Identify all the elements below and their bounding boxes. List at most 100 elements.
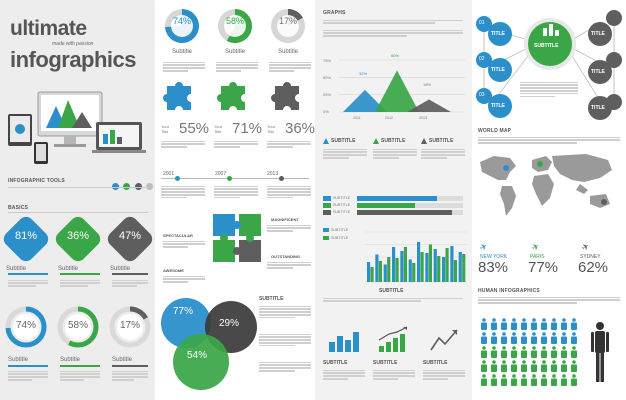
person-icon: [541, 318, 547, 330]
column-bar: [395, 258, 399, 282]
column-bar: [420, 252, 424, 282]
person-icon: [501, 318, 507, 330]
person-icon: [531, 332, 537, 344]
x-tick-label: 2012: [385, 116, 393, 120]
tools-title: INFOGRAPHIC TOOLS: [8, 178, 65, 184]
pie-value: 17%: [278, 16, 297, 26]
person-icon: [511, 332, 517, 344]
legend-label: SUBTITLE: [331, 236, 349, 240]
ring-row: [5, 306, 151, 348]
graphs-title: GRAPHS: [323, 10, 346, 16]
header-infographics: infographics: [10, 47, 137, 72]
pie-label: Subtitle: [278, 49, 299, 55]
y-tick-label: 25%: [323, 92, 332, 97]
timeline-dot: [175, 176, 180, 181]
column-bar: [437, 256, 441, 282]
person-icon: [521, 346, 527, 358]
person-icon: [541, 360, 547, 372]
pie-label: Subtitle: [172, 49, 193, 55]
pie-hole: [277, 15, 299, 37]
person-icon: [481, 374, 487, 386]
y-tick-label: 50%: [323, 75, 332, 80]
diamond-value: 47%: [118, 230, 142, 242]
ring-label: Subtitle: [112, 357, 133, 363]
diamond-value: 81%: [14, 230, 38, 242]
ring-center: [117, 314, 143, 340]
stat-value: 36%: [285, 120, 316, 137]
hbar-label: SUBTITLE: [333, 203, 351, 207]
person-icon: [571, 318, 577, 330]
human-title: HUMAN INFOGRAPHICS: [478, 288, 540, 294]
venn-circle-green: [173, 334, 229, 390]
header-tagline: made with passion: [52, 41, 94, 47]
person-icon: [541, 346, 547, 358]
area-peak: [343, 89, 387, 112]
pie-hole: [224, 15, 246, 37]
person-icon: [501, 360, 507, 372]
person-icon: [541, 374, 547, 386]
hbar-fill: [357, 203, 416, 208]
city-value: 62%: [578, 259, 609, 276]
color-dots: [112, 177, 154, 195]
ring-label: Subtitle: [8, 357, 29, 363]
person-icon: [561, 360, 567, 372]
icon-chart-title: SUBTITLE: [373, 360, 398, 366]
timeline-dot: [279, 176, 284, 181]
person-icon: [531, 318, 537, 330]
ring-value: 17%: [119, 320, 140, 331]
column-chart: [365, 231, 467, 283]
puzzle-piece-blue: [163, 82, 191, 110]
step-title: TITLE: [491, 67, 505, 73]
person-icon: [571, 346, 577, 358]
person-icon: [491, 318, 497, 330]
plane-icon: ✈: [579, 240, 592, 254]
diamond-value: 36%: [66, 230, 90, 242]
city-name: PARIS: [530, 254, 545, 260]
ring-progress: [109, 306, 151, 348]
hbar-label: SUBTITLE: [333, 210, 351, 214]
person-icon: [571, 332, 577, 344]
step-title: TITLE: [491, 31, 505, 37]
venn-value: 29%: [219, 318, 240, 329]
step-number: 02: [479, 56, 485, 62]
stat-label: Your Title: [161, 124, 170, 134]
person-icon: [491, 374, 497, 386]
year-label: 2007: [215, 171, 227, 177]
column-bar: [425, 253, 429, 282]
person-icon: [491, 346, 497, 358]
puzzle-label-spectacular: SPECTACULAR: [163, 233, 193, 238]
diamond-row: 81% Subtitle 36% Subtitle 47% Subtitle: [0, 213, 156, 292]
person-icon: [481, 360, 487, 372]
people-grid: [481, 318, 609, 386]
person-icon: [511, 346, 517, 358]
y-tick-label: 0%: [323, 109, 329, 114]
stat-label: Your Title: [214, 124, 223, 134]
person-icon: [551, 318, 557, 330]
x-tick-label: 2013: [419, 116, 427, 120]
steps-diagram: [476, 10, 622, 120]
plane-icon: ✈: [529, 240, 542, 254]
person-icon: [561, 318, 567, 330]
area-peak: [407, 99, 451, 112]
icon-chart-title: SUBTITLE: [323, 360, 348, 366]
pie-hole: [171, 15, 193, 37]
diamond-label: Subtitle: [6, 266, 27, 272]
triangle-chart: [339, 59, 465, 113]
right-title: TITLE: [591, 105, 605, 111]
world-panel: 01 02 03 TITLE TITLE TITLE TITLE TITLE T…: [472, 0, 626, 400]
plane-icon: ✈: [477, 240, 490, 254]
person-icon: [481, 332, 487, 344]
ring-value: 58%: [67, 320, 88, 331]
column-bar: [462, 254, 466, 282]
icon-chart-title: SUBTITLE: [423, 360, 448, 366]
data-label: 18%: [423, 82, 432, 87]
person-icon: [531, 374, 537, 386]
legend-label: SUBTITLE: [331, 228, 349, 232]
ring-progress: [57, 306, 99, 348]
ring-value: 74%: [15, 320, 36, 331]
pie-label: Subtitle: [225, 49, 246, 55]
column-bar: [408, 259, 412, 282]
column-bar: [412, 263, 416, 282]
step-number: 01: [479, 20, 485, 26]
city-value: 83%: [478, 259, 509, 276]
